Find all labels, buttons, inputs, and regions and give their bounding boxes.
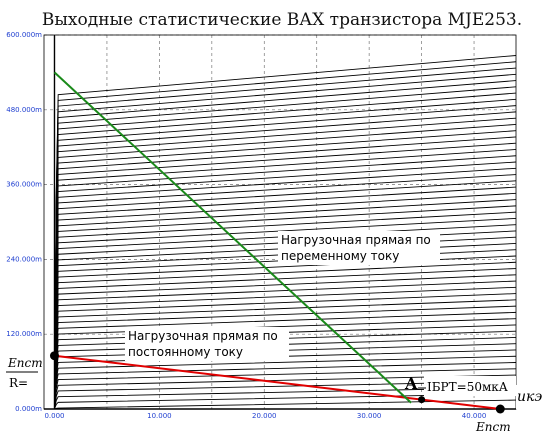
x-tick-label: 40.000 <box>462 412 487 420</box>
x-axis-name: uкэ <box>517 389 542 405</box>
x-tick-label: 30.000 <box>357 412 382 420</box>
y-tick-label: 240.000m <box>6 255 42 263</box>
plot-frame <box>43 34 517 410</box>
e-pst-over-r-top: Eпст <box>7 356 43 370</box>
point-a-label: A <box>404 374 418 393</box>
x-tick-label: 20.000 <box>252 412 277 420</box>
ac-line-label-2: переменному току <box>281 249 399 263</box>
characteristic-curves <box>54 55 517 410</box>
x-axis-name-bg <box>516 385 545 409</box>
point-marker <box>418 396 426 404</box>
load-line <box>53 71 412 404</box>
dc-line-label-1: Нагрузочная прямая по <box>128 329 278 343</box>
ac-label-bg <box>278 231 440 265</box>
characteristic-curve <box>54 155 517 410</box>
characteristic-curve <box>54 180 517 410</box>
load-lines <box>53 71 501 410</box>
point-marker <box>495 404 505 414</box>
chart-title: Выходные статистические ВАХ транзистора … <box>42 10 522 30</box>
characteristic-curve <box>54 186 517 410</box>
x-tick-label: 10.000 <box>147 412 172 420</box>
e-pst-over-r-bottom: R= <box>9 376 28 390</box>
point-marker <box>49 351 59 361</box>
ac-line-label-1: Нагрузочная прямая по <box>281 233 431 247</box>
x-tick-labels: 0.000 10.000 20.000 30.000 40.000 <box>44 412 486 420</box>
y-tick-label: 360.000m <box>6 181 42 189</box>
y-tick-label: 600.000m <box>6 31 42 39</box>
y-tick-label: 480.000m <box>6 106 42 114</box>
ib-label-bg <box>424 376 516 396</box>
dc-line-label-2: постоянному току <box>128 345 243 359</box>
x-tick-label: 0.000 <box>44 412 64 420</box>
axes <box>43 34 517 410</box>
characteristic-curve <box>54 55 517 410</box>
points <box>49 351 505 414</box>
y-tick-label: 0.000m <box>15 405 42 413</box>
y-tick-label: 120.000m <box>6 330 42 338</box>
y-tick-labels: 0.000m 120.000m 240.000m 360.000m 480.000m 60… <box>6 31 42 413</box>
dc-label-bg <box>125 327 289 361</box>
e-pst-axis-label: Eпст <box>475 420 511 434</box>
ib-label: IБРТ=50мкА <box>427 380 508 394</box>
load-line <box>54 354 501 410</box>
